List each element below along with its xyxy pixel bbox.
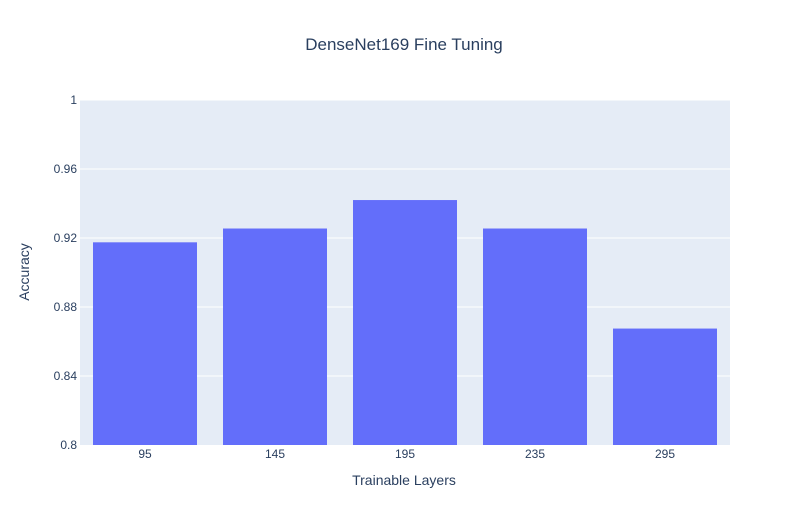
bars [93,200,717,445]
x-tick-label: 95 [138,447,152,461]
bar-235 [483,228,587,445]
x-tick-labels: 95 145 195 235 295 [138,447,675,461]
y-tick-labels: 0.8 0.84 0.88 0.92 0.96 1 [54,93,78,452]
x-axis-title: Trainable Layers [352,472,456,488]
chart-title: DenseNet169 Fine Tuning [305,35,503,54]
bar-295 [613,328,717,445]
bar-145 [223,228,327,445]
bar-95 [93,242,197,445]
y-tick-label: 0.96 [54,162,78,176]
y-tick-label: 0.88 [54,300,78,314]
y-axis-title: Accuracy [16,243,32,301]
y-tick-label: 1 [70,93,77,107]
y-tick-label: 0.8 [60,438,77,452]
x-tick-label: 235 [525,447,545,461]
x-tick-label: 295 [655,447,675,461]
x-tick-label: 195 [395,447,415,461]
y-tick-label: 0.92 [54,231,78,245]
bar-195 [353,200,457,445]
y-tick-label: 0.84 [54,369,78,383]
x-tick-label: 145 [265,447,285,461]
